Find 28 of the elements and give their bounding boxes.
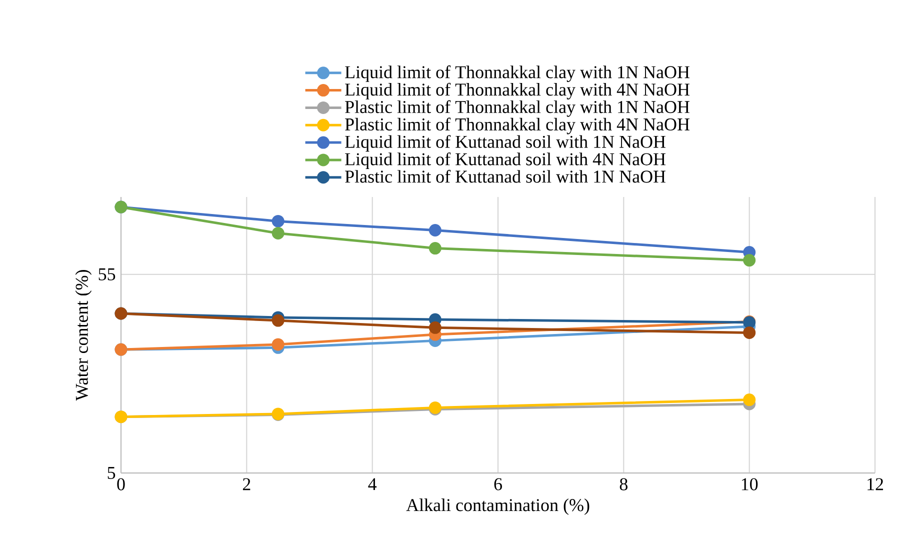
point [428, 224, 442, 237]
x-tick-label: 4 [368, 478, 377, 490]
legend-label: Liquid limit of Thonnakkal clay with 1N NaOH [345, 65, 690, 82]
legend-label: Liquid limit of Thonnakkal clay with 4N NaOH [345, 82, 690, 100]
point [272, 314, 284, 327]
legend-label: Liquid limit of Kuttanad soil with 4N NaOH [345, 152, 666, 169]
point [743, 254, 756, 267]
point [743, 326, 756, 339]
point [428, 242, 442, 255]
point [272, 226, 284, 240]
point [272, 338, 284, 351]
x-tick-label: 8 [620, 478, 628, 490]
x-tick-label: 0 [117, 478, 125, 490]
x-tick-label: 6 [494, 478, 502, 490]
point [428, 321, 442, 334]
point [272, 214, 284, 228]
x-tick-label: 10 [742, 478, 758, 490]
y-tick-label: 55 [98, 268, 116, 280]
legend-label: Plastic limit of Kuttanad soil with 1N NaOH [345, 170, 666, 183]
x-tick-label: 12 [868, 478, 884, 490]
x-axis-title: Alkali contamination (%) [406, 498, 590, 515]
y-axis-title: Water content (%) [75, 270, 92, 401]
x-tick-label: 2 [242, 478, 250, 490]
point [743, 394, 756, 406]
y-tick-label: 5 [108, 467, 116, 479]
legend-label: Liquid limit of Kuttanad soil with 1N NaOH [345, 135, 666, 152]
legend-label: Plastic limit of Thonnakkal clay with 1N NaOH [345, 100, 690, 117]
legend-label: Plastic limit of Thonnakkal clay with 4N NaOH [345, 118, 690, 134]
